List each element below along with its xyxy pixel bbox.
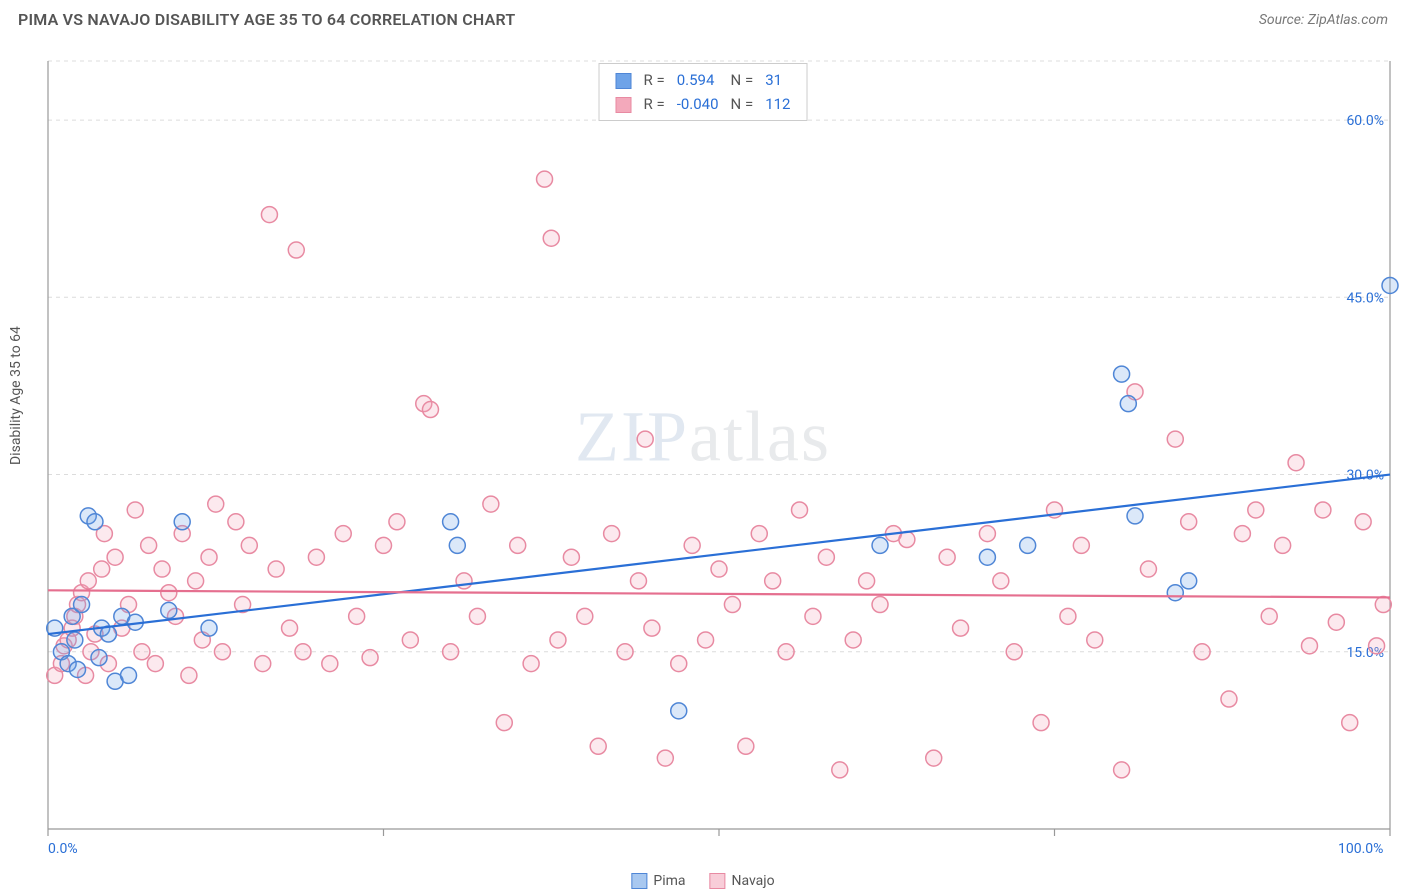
corr-row-navajo: R =-0.040 N =112 (610, 92, 797, 116)
legend-item-navajo: Navajo (710, 873, 775, 889)
chart-source: Source: ZipAtlas.com (1259, 12, 1388, 28)
legend-item-pima: Pima (631, 873, 685, 889)
y-axis-label: Disability Age 35 to 64 (8, 326, 24, 465)
svg-text:45.0%: 45.0% (1346, 290, 1384, 306)
x-axis-min-label: 0.0% (48, 841, 78, 857)
correlation-legend: R =0.594 N =31 R =-0.040 N =112 (599, 63, 808, 121)
scatter-plot-svg: 15.0%30.0%45.0%60.0% (0, 35, 1406, 855)
corr-row-pima: R =0.594 N =31 (610, 68, 797, 92)
chart-container: Disability Age 35 to 64 15.0%30.0%45.0%6… (0, 35, 1406, 891)
svg-text:60.0%: 60.0% (1346, 113, 1384, 129)
x-axis-max-label: 100.0% (1338, 841, 1383, 857)
chart-title: PIMA VS NAVAJO DISABILITY AGE 35 TO 64 C… (18, 10, 515, 29)
series-legend: Pima Navajo (631, 873, 774, 889)
